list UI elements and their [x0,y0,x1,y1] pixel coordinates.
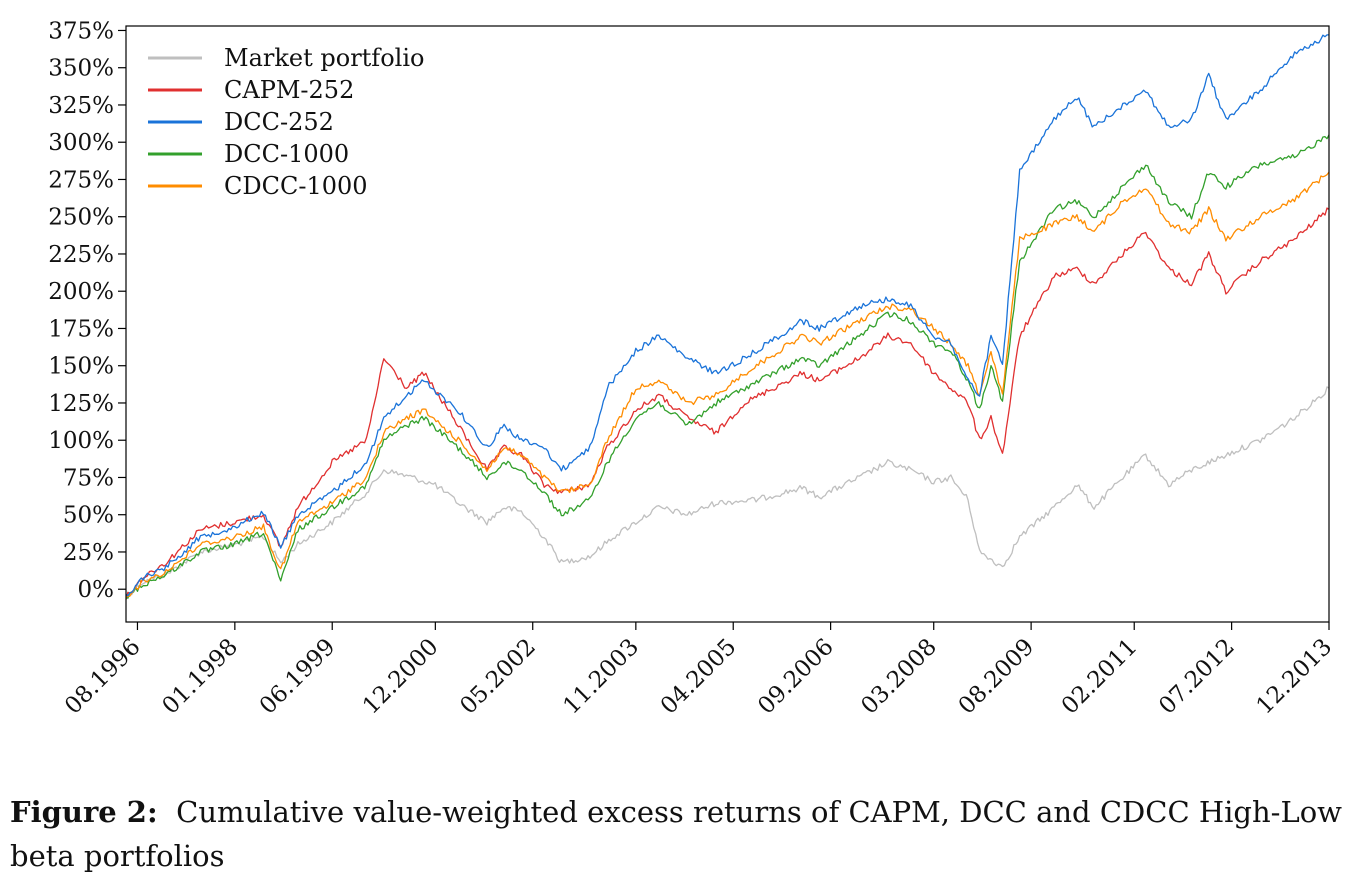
y-tick-label: 125% [48,391,114,417]
y-tick-label: 100% [48,428,114,454]
y-tick-label: 0% [78,577,115,603]
x-tick-label: 08.2009 [954,634,1040,720]
y-tick-label: 325% [48,93,114,119]
x-tick-label: 05.2002 [455,634,541,720]
x-tick-label: 07.2012 [1154,634,1240,720]
x-tick-label: 08.1996 [60,634,146,720]
x-tick-label: 12.2000 [358,634,444,720]
y-tick-label: 25% [63,540,114,566]
series-line-dcc-1000 [125,134,1330,599]
series-line-cdcc-1000 [125,171,1330,598]
y-tick-label: 150% [48,354,114,380]
line-chart: 0% 25% 50% 75% 100% 125% 150% 175% 200% 225% 250% 2… [48,18,1338,720]
x-tick-label: 11.2003 [558,634,644,720]
y-tick-label: 200% [48,279,114,305]
y-tick-label: 375% [48,18,114,44]
y-tick-label: 175% [48,316,114,342]
y-tick-label: 350% [48,56,114,82]
y-tick-label: 225% [48,242,114,268]
plot-frame [125,25,1330,623]
series-line-market-portfolio [125,386,1330,598]
legend-label: Market portfolio [224,44,424,72]
x-tick-label: 09.2006 [753,634,839,720]
x-tick-label: 12.2013 [1252,634,1338,720]
series-line-capm-252 [125,207,1330,600]
y-tick-label: 50% [63,503,114,529]
legend-label: CDCC-1000 [224,172,368,200]
x-tick-label: 03.2008 [856,634,942,720]
x-tick-label: 01.1998 [157,634,243,720]
x-tick-label: 04.2005 [656,634,742,720]
y-tick-label: 275% [48,167,114,193]
legend-label: DCC-1000 [224,140,349,168]
figure-caption: Figure 2: Cumulative value-weighted exce… [10,790,1342,878]
y-tick-label: 250% [48,205,114,231]
legend-label: DCC-252 [224,108,334,136]
y-tick-label: 300% [48,130,114,156]
series-line-dcc-252 [125,34,1329,597]
figure-label: Figure 2: [10,795,158,829]
figure-caption-text: Cumulative value-weighted excess returns… [10,795,1343,873]
x-tick-label: 06.1999 [255,634,341,720]
x-tick-label: 02.2011 [1057,634,1143,720]
legend-label: CAPM-252 [224,76,354,104]
y-tick-label: 75% [63,465,114,491]
